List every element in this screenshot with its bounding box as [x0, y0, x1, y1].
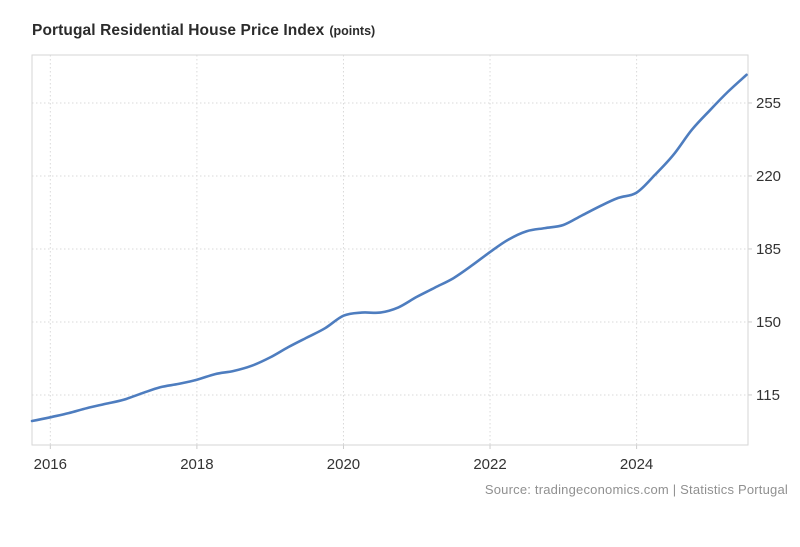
x-tick-label: 2024	[620, 456, 653, 473]
y-tick-label: 115	[756, 387, 780, 404]
x-tick-label: 2022	[473, 456, 506, 473]
y-tick-label: 255	[756, 95, 781, 112]
x-tick-label: 2016	[34, 456, 67, 473]
chart-title-text: Portugal Residential House Price Index	[32, 22, 325, 39]
x-tick-label: 2020	[327, 456, 360, 473]
source-attribution: Source: tradingeconomics.com | Statistic…	[484, 482, 788, 497]
chart-title-unit: (points)	[329, 24, 376, 38]
y-tick-label: 220	[756, 168, 781, 185]
x-tick-label: 2018	[180, 456, 213, 473]
y-tick-label: 185	[756, 241, 781, 258]
house-price-index-line	[30, 73, 748, 423]
chart-title: Portugal Residential House Price Index (p…	[32, 22, 375, 40]
y-tick-label: 150	[756, 314, 781, 331]
plot-border	[31, 54, 749, 446]
